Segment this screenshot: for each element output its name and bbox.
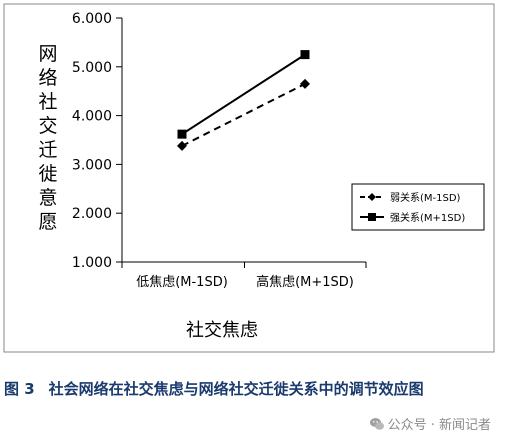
chart-container: 网络社交迁徙意愿 1.000 2.000 3.000 4.000 5.000 6.000 … xyxy=(3,3,495,353)
data-point xyxy=(177,140,187,151)
x-tick-labels: 低焦虑(M-1SD) 高焦虑(M+1SD) xyxy=(136,274,354,290)
legend-label: 强关系(M+1SD) xyxy=(390,211,465,224)
series-group xyxy=(177,50,310,151)
legend-label: 弱关系(M-1SD) xyxy=(390,191,461,204)
legend-box xyxy=(351,183,485,231)
y-axis-label-char: 网 xyxy=(38,43,57,65)
data-point xyxy=(300,50,310,60)
y-axis-label-char: 意 xyxy=(38,187,57,209)
y-tick-label: 1.000 xyxy=(72,255,112,271)
series-1 xyxy=(177,78,310,151)
y-tick-label: 2.000 xyxy=(72,206,112,222)
axes xyxy=(116,17,367,268)
watermark-text: 公众号 · 新闻记者 xyxy=(387,418,491,433)
chart-frame xyxy=(3,3,495,353)
data-point xyxy=(300,78,310,89)
y-tick-label: 3.000 xyxy=(72,157,112,173)
data-point xyxy=(177,129,187,139)
figure-number: 图 3 xyxy=(4,380,35,398)
x-tick-label: 低焦虑(M-1SD) xyxy=(136,275,228,290)
watermark: 公众号 · 新闻记者 xyxy=(369,414,491,433)
series-line xyxy=(181,53,306,135)
y-axis-label-char: 徙 xyxy=(38,163,57,185)
y-tick-labels: 1.000 2.000 3.000 4.000 5.000 6.000 xyxy=(72,11,112,271)
y-axis-label-char: 社 xyxy=(38,91,57,113)
figure-caption-text: 社会网络在社交焦虑与网络社交迁徙关系中的调节效应图 xyxy=(48,380,424,398)
y-tick-label: 6.000 xyxy=(72,11,112,27)
y-axis-label-char: 络 xyxy=(38,67,57,89)
y-axis-label-char: 交 xyxy=(38,115,57,137)
figure-caption: 图 3 社会网络在社交焦虑与网络社交迁徙关系中的调节效应图 xyxy=(4,378,504,399)
series-line xyxy=(181,82,306,147)
y-axis-label-char: 愿 xyxy=(38,211,57,233)
legend-marker xyxy=(368,193,376,201)
series-2 xyxy=(177,50,310,139)
x-tick-label: 高焦虑(M+1SD) xyxy=(256,274,354,290)
y-tick-label: 4.000 xyxy=(72,109,112,125)
y-axis-label-char: 迁 xyxy=(38,139,57,161)
legend: 弱关系(M-1SD) 强关系(M+1SD) xyxy=(351,183,485,231)
y-tick-label: 5.000 xyxy=(72,60,112,76)
legend-marker xyxy=(368,213,376,221)
wechat-icon xyxy=(369,418,384,430)
x-axis-label: 社交焦虑 xyxy=(186,320,258,341)
